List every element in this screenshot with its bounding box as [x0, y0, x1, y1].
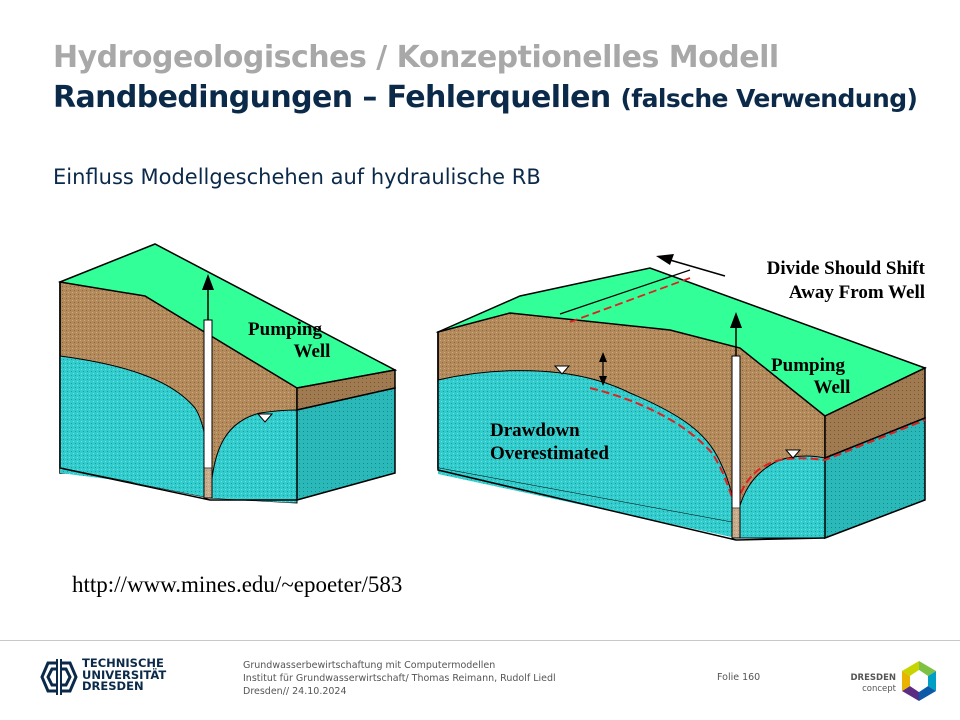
source-url: http://www.mines.edu/~epoeter/583	[72, 572, 403, 597]
footer-date: Dresden// 24.10.2024	[243, 686, 347, 697]
dc-line1: DRESDEN	[850, 673, 896, 683]
footer-authors: Institut für Grundwasserwirtschaft/ Thom…	[243, 673, 556, 684]
tud-line1: TECHNISCHE	[82, 656, 164, 670]
left-water-table-marker	[256, 413, 274, 423]
left-well-arrow	[202, 274, 214, 290]
slide-title-line1: Hydrogeologisches / Konzeptionelles Mode…	[53, 40, 779, 75]
tu-dresden-logo-icon	[40, 659, 78, 695]
divide-label-line1: Divide Should Shift	[767, 258, 926, 279]
groundwater-block-diagram: Pumping Well	[58, 243, 927, 541]
divide-shift-arrow	[656, 254, 674, 265]
right-pumping-label: Pumping	[771, 355, 845, 376]
footer-divider	[0, 640, 960, 641]
tu-dresden-wordmark: TECHNISCHE UNIVERSITÄT DRESDEN	[82, 656, 167, 693]
right-well-arrow	[730, 312, 742, 328]
left-block: Pumping Well	[58, 243, 398, 504]
right-well-label: Well	[814, 377, 851, 398]
right-water-table-marker-1	[553, 365, 571, 375]
left-pumping-label: Pumping	[248, 319, 322, 340]
divide-label-line2: Away From Well	[789, 282, 925, 303]
tud-line3: DRESDEN	[82, 679, 144, 693]
right-front-water	[437, 370, 737, 524]
drawdown-arrow	[599, 376, 607, 386]
slide-number: Folie 160	[717, 672, 761, 683]
slide-subtitle: Einfluss Modellgeschehen auf hydraulisch…	[53, 165, 541, 189]
slide-title-line2: Randbedingungen – Fehlerquellen (falsche…	[53, 80, 918, 115]
tud-line2: UNIVERSITÄT	[82, 667, 167, 682]
dc-line2: concept	[862, 684, 896, 694]
right-block: Divide Should Shift Away From Well Pumpi…	[435, 254, 927, 541]
left-side-water	[296, 387, 396, 501]
drawdown-label-line2: Overestimated	[490, 443, 609, 464]
footer-course: Grundwasserbewirtschaftung mit Computerm…	[243, 660, 496, 671]
right-water-table-marker-2	[784, 449, 802, 459]
title2-main: Randbedingungen – Fehlerquellen	[53, 80, 621, 115]
footer-info: Grundwasserbewirtschaftung mit Computerm…	[243, 659, 556, 698]
drawdown-label-line1: Drawdown	[490, 420, 580, 441]
left-well-label: Well	[294, 341, 331, 362]
dresden-concept-wordmark: DRESDEN concept	[846, 673, 896, 695]
title2-paren: (falsche Verwendung)	[620, 84, 918, 113]
dresden-concept-logo-icon	[902, 661, 936, 701]
shifted-divide-line	[569, 277, 691, 323]
right-side-water	[824, 416, 926, 540]
corrected-water-table	[589, 387, 926, 512]
